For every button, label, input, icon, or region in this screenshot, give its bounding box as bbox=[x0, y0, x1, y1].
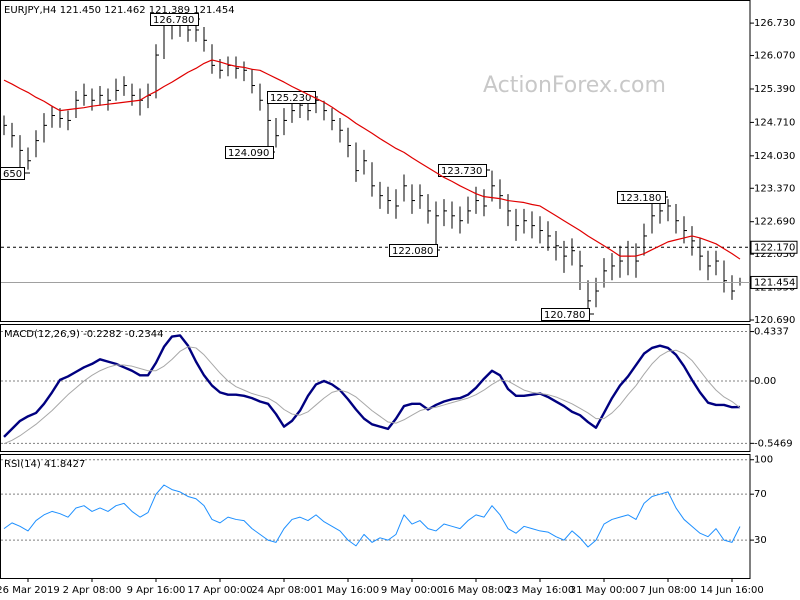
y-tick-label: 120.690 bbox=[754, 315, 795, 326]
annotation: 120.780 bbox=[544, 310, 585, 321]
y-tick-label: 0.4337 bbox=[754, 327, 789, 338]
annotation: 124.090 bbox=[228, 148, 269, 159]
annotation: 123.730 bbox=[441, 166, 482, 177]
y-tick-label: 0.00 bbox=[754, 376, 776, 387]
last-price-box bbox=[750, 275, 798, 289]
x-tick-label: 17 Apr 00:00 bbox=[187, 585, 252, 596]
y-tick-label: 124.710 bbox=[754, 117, 795, 128]
y-tick-label: 126.070 bbox=[754, 51, 795, 62]
x-tick-label: 14 Jun 16:00 bbox=[700, 585, 764, 596]
panel-frame bbox=[0, 454, 751, 579]
y-tick-label: 122.690 bbox=[754, 217, 795, 228]
annotation-box bbox=[389, 244, 438, 257]
annotation-box bbox=[150, 13, 199, 26]
panel-title: RSI(14) 41.8427 bbox=[4, 459, 85, 470]
series-line bbox=[3, 346, 741, 445]
level-box bbox=[750, 240, 798, 254]
panel-title: EURJPY,H4 121.450 121.462 121.389 121.45… bbox=[4, 5, 235, 16]
level-label: 122.170 bbox=[754, 242, 795, 253]
y-tick-label: 30 bbox=[754, 535, 767, 546]
panel-frame bbox=[0, 0, 751, 322]
x-tick-label: 31 May 00:00 bbox=[570, 585, 639, 596]
x-tick-label: 23 May 16:00 bbox=[506, 585, 575, 596]
annotation: 125.230 bbox=[270, 93, 311, 104]
annotation-box bbox=[617, 191, 666, 204]
annotation-box bbox=[438, 164, 487, 177]
x-tick-label: 16 May 08:00 bbox=[442, 585, 511, 596]
y-tick-label: -0.5469 bbox=[754, 438, 793, 449]
y-tick-label: 125.390 bbox=[754, 84, 795, 95]
y-tick-label: 124.030 bbox=[754, 151, 795, 162]
y-tick-label: 123.370 bbox=[754, 183, 795, 194]
watermark: ActionForex.com bbox=[483, 73, 666, 98]
x-tick-label: 9 Apr 16:00 bbox=[127, 585, 186, 596]
y-tick-label: 100 bbox=[754, 455, 773, 466]
annotation-box bbox=[225, 146, 274, 159]
panel-frame bbox=[0, 324, 751, 452]
y-tick-label: 126.730 bbox=[754, 18, 795, 29]
annotation: 126.780 bbox=[153, 15, 194, 26]
x-tick-label: 1 May 16:00 bbox=[317, 585, 379, 596]
series-line bbox=[3, 334, 741, 438]
last-price-label: 121.454 bbox=[754, 277, 795, 288]
panel-title: MACD(12,26,9) -0.2282 -0.2344 bbox=[4, 329, 164, 340]
x-tick-label: 9 May 00:00 bbox=[381, 585, 443, 596]
annotation-box bbox=[541, 308, 590, 321]
x-tick-label: 7 Jun 08:00 bbox=[639, 585, 696, 596]
x-tick-label: 26 Mar 2019 bbox=[0, 585, 60, 596]
annotation-box bbox=[0, 167, 25, 180]
x-tick-label: 24 Apr 08:00 bbox=[251, 585, 316, 596]
y-tick-label: 70 bbox=[754, 489, 767, 500]
x-tick-label: 2 Apr 08:00 bbox=[63, 585, 122, 596]
annotation: 122.080 bbox=[392, 246, 433, 257]
annotation: 650 bbox=[3, 169, 22, 180]
annotation: 123.180 bbox=[620, 193, 661, 204]
series-line bbox=[3, 484, 741, 548]
series-line bbox=[3, 59, 741, 260]
y-tick-label: 122.030 bbox=[754, 249, 795, 260]
